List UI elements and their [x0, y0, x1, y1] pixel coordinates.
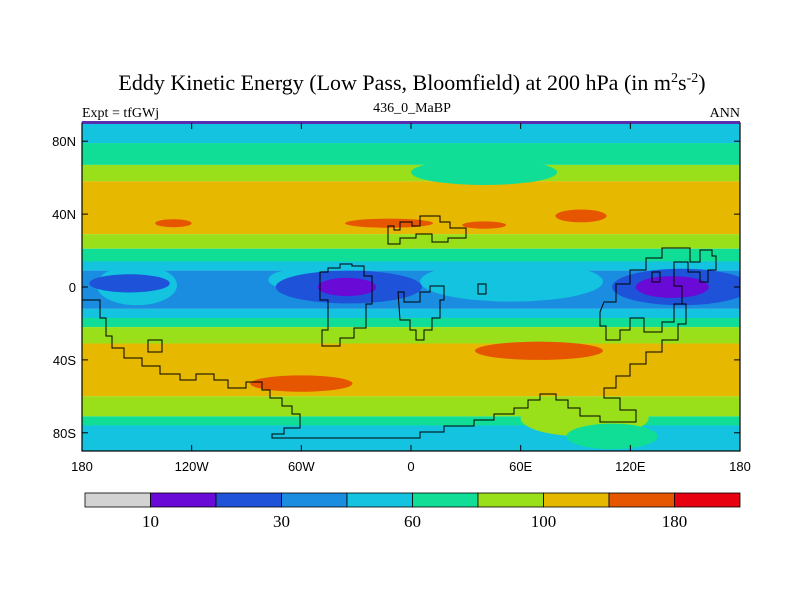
colorbar-swatch — [215, 492, 282, 508]
y-tick-label: 40N — [52, 207, 76, 222]
x-tick-label: 180 — [729, 459, 751, 474]
north-jet-red-west — [155, 219, 192, 228]
colorbar-swatch — [608, 492, 675, 508]
contour-field — [82, 123, 740, 451]
y-tick-label: 40S — [53, 353, 76, 368]
colorbar-label: 100 — [531, 512, 557, 531]
colorbar-swatch — [281, 492, 348, 508]
south-jet-red-atlantic — [250, 375, 353, 392]
north-jet-red-asia — [555, 209, 607, 223]
subtitle-case: 436_0_MaBP — [373, 101, 451, 116]
colorbar-swatch — [412, 492, 479, 508]
lat-band-5 — [82, 248, 740, 262]
colorbar-label: 30 — [273, 512, 290, 531]
colorbar-swatch — [477, 492, 544, 508]
y-tick-label: 80S — [53, 426, 76, 441]
lat-band-0 — [82, 123, 740, 144]
plot-top-bar — [82, 121, 740, 124]
colorbar-swatch — [543, 492, 610, 508]
lat-band-2 — [82, 164, 740, 182]
lat-band-9 — [82, 317, 740, 328]
lat-band-6 — [82, 261, 740, 271]
antarctic-green-bulge — [566, 423, 658, 450]
x-axis: 180 120W 60W 0 60E 120E 180 — [71, 123, 751, 474]
south-jet-red-indian — [474, 341, 603, 360]
y-tick-label: 80N — [52, 134, 76, 149]
lat-band-4 — [82, 234, 740, 249]
west-pacific-indigo — [635, 276, 709, 298]
subtitle-season: ANN — [710, 106, 740, 121]
lat-band-11 — [82, 343, 740, 397]
y-tick-label: 0 — [69, 280, 76, 295]
colorbar-label: 60 — [404, 512, 421, 531]
y-axis: 80N 40N 0 40S 80S — [52, 134, 740, 441]
chart-title: Eddy Kinetic Energy (Low Pass, Bloomfiel… — [118, 70, 705, 95]
x-tick-label: 0 — [407, 459, 414, 474]
colorbar: 10 30 60 100 180 — [84, 492, 741, 531]
lat-band-13 — [82, 416, 740, 426]
colorbar-swatch — [84, 492, 151, 508]
north-jet-red-center — [345, 218, 433, 228]
colorbar-swatch — [346, 492, 413, 508]
x-tick-label: 180 — [71, 459, 93, 474]
north-green-bulge — [411, 159, 558, 185]
coastline-outline — [82, 215, 717, 439]
colorbar-label: 180 — [662, 512, 688, 531]
x-tick-label: 120E — [615, 459, 646, 474]
x-tick-label: 60E — [509, 459, 532, 474]
atlantic-light-blue — [420, 261, 603, 302]
colorbar-label: 10 — [142, 512, 159, 531]
colorbar-swatch — [674, 492, 741, 508]
pacific-blue-west — [89, 274, 170, 293]
lat-band-8 — [82, 308, 740, 318]
lat-band-1 — [82, 143, 740, 165]
south-america-indigo — [317, 277, 377, 297]
north-jet-red-east — [462, 221, 507, 229]
x-tick-label: 60W — [288, 459, 315, 474]
colorbar-swatch — [150, 492, 217, 508]
x-tick-label: 120W — [175, 459, 210, 474]
subtitle-experiment: Expt = tfGWj — [82, 106, 159, 121]
lat-band-10 — [82, 327, 740, 344]
